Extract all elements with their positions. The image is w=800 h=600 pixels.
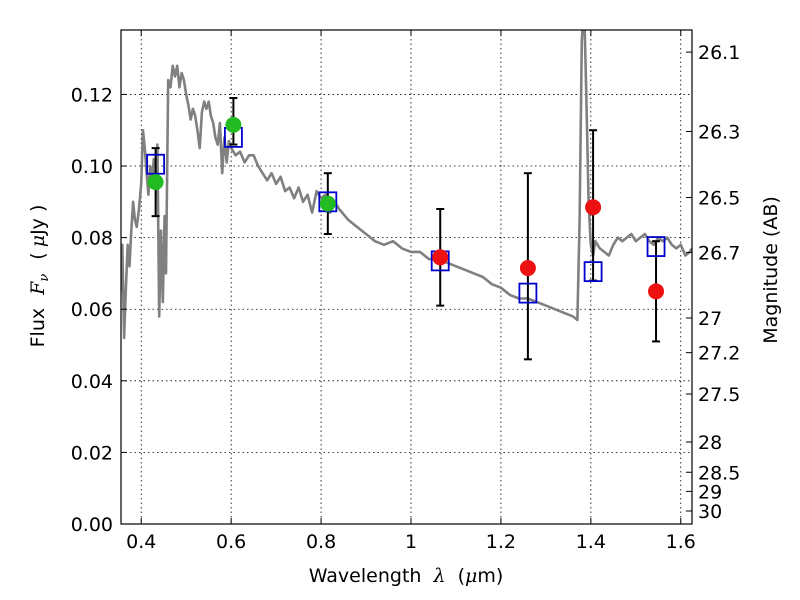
y2-tick-label: 26.3: [698, 121, 740, 143]
y-tick-label: 0.02: [71, 442, 113, 464]
model-spectrum-line: [121, 30, 692, 340]
y2-tick-label: 26.5: [698, 188, 740, 210]
y2-tick-label: 30: [698, 501, 722, 523]
x-axis-title: Wavelength λ (μm): [309, 565, 504, 587]
y2-tick-label: 26.7: [698, 242, 740, 264]
model-flux-square: [518, 282, 538, 304]
data-clip-group: [121, 30, 692, 361]
y2-tick-label: 27.5: [698, 384, 740, 406]
y2-axis-title: Magnitude (AB): [760, 196, 782, 344]
y2-tick-label: 28: [698, 432, 722, 454]
y-tick-label: 0.08: [71, 228, 113, 250]
y2-tick-label: 27: [698, 308, 722, 330]
y2-tick-label: 29: [698, 481, 722, 503]
y-tick-label: 0.06: [71, 299, 113, 321]
x-tick-label: 1: [405, 531, 417, 553]
y-tick-label: 0.04: [71, 371, 113, 393]
y2-tick-label: 28.5: [698, 462, 740, 484]
y-tick-label: 0.12: [71, 84, 113, 106]
model-flux-square: [646, 236, 666, 257]
plot-frame: [120, 29, 693, 525]
observed-flux-point: [585, 199, 602, 216]
x-tick-label: 1.6: [666, 531, 696, 553]
x-tick-label: 0.8: [306, 531, 336, 553]
observed-flux-point: [519, 260, 536, 277]
observed-flux-point: [147, 174, 164, 191]
y-tick-label: 0.10: [71, 156, 113, 178]
y2-tick-label: 27.2: [698, 343, 740, 365]
x-tick-label: 1.2: [486, 531, 516, 553]
x-tick-label: 0.4: [126, 531, 156, 553]
x-tick-label: 1.4: [576, 531, 606, 553]
x-tick-label: 0.6: [216, 531, 246, 553]
y-tick-label: 0.00: [71, 514, 113, 536]
y-axis-title: Flux Fν (μJy ): [27, 205, 53, 348]
observed-flux-point: [432, 249, 449, 266]
observed-flux-point: [225, 116, 242, 133]
observed-flux-point: [648, 283, 665, 300]
model-flux-square: [146, 153, 166, 175]
model-flux-square: [583, 261, 603, 283]
data-layer: [121, 30, 692, 361]
observed-flux-point: [319, 195, 336, 212]
y2-tick-label: 26.1: [698, 42, 740, 64]
axis-ticks: 0.4 0.6 0.8 1 1.2 1.4 1.6 0.00 0.02 0.04 0.06 0.08 0…: [71, 30, 740, 553]
